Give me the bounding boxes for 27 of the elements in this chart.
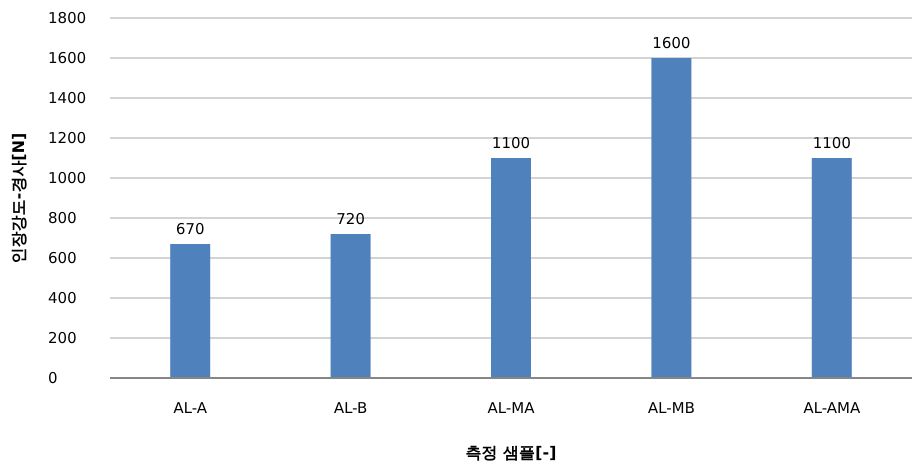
bar — [491, 158, 531, 378]
y-tick-label: 1200 — [48, 129, 86, 147]
x-tick-label: AL-A — [173, 399, 208, 417]
data-label: 670 — [176, 220, 205, 238]
data-label: 1600 — [652, 34, 690, 52]
bar — [330, 234, 371, 378]
y-tick-label: 1800 — [48, 9, 86, 27]
data-label: 720 — [336, 210, 365, 228]
y-tick-label: 0 — [48, 369, 58, 387]
bar — [812, 158, 852, 378]
y-tick-label: 200 — [48, 329, 77, 347]
y-tick-label: 1000 — [48, 169, 86, 187]
bar — [170, 244, 210, 378]
y-axis-title: 인장강도-경사[N] — [9, 132, 28, 264]
x-tick-label: AL-MB — [648, 399, 695, 417]
x-tick-label: AL-AMA — [803, 399, 861, 417]
x-axis-title: 측정 샘플[-] — [466, 443, 556, 462]
y-tick-label: 1600 — [48, 49, 86, 67]
y-tick-label: 800 — [48, 209, 77, 227]
bar — [651, 58, 692, 378]
data-label: 1100 — [492, 134, 530, 152]
y-tick-label: 1400 — [48, 89, 86, 107]
x-tick-label: AL-MA — [488, 399, 536, 417]
x-tick-label: AL-B — [334, 399, 368, 417]
y-tick-label: 400 — [48, 289, 77, 307]
y-tick-label: 600 — [48, 249, 77, 267]
data-label: 1100 — [812, 134, 851, 152]
